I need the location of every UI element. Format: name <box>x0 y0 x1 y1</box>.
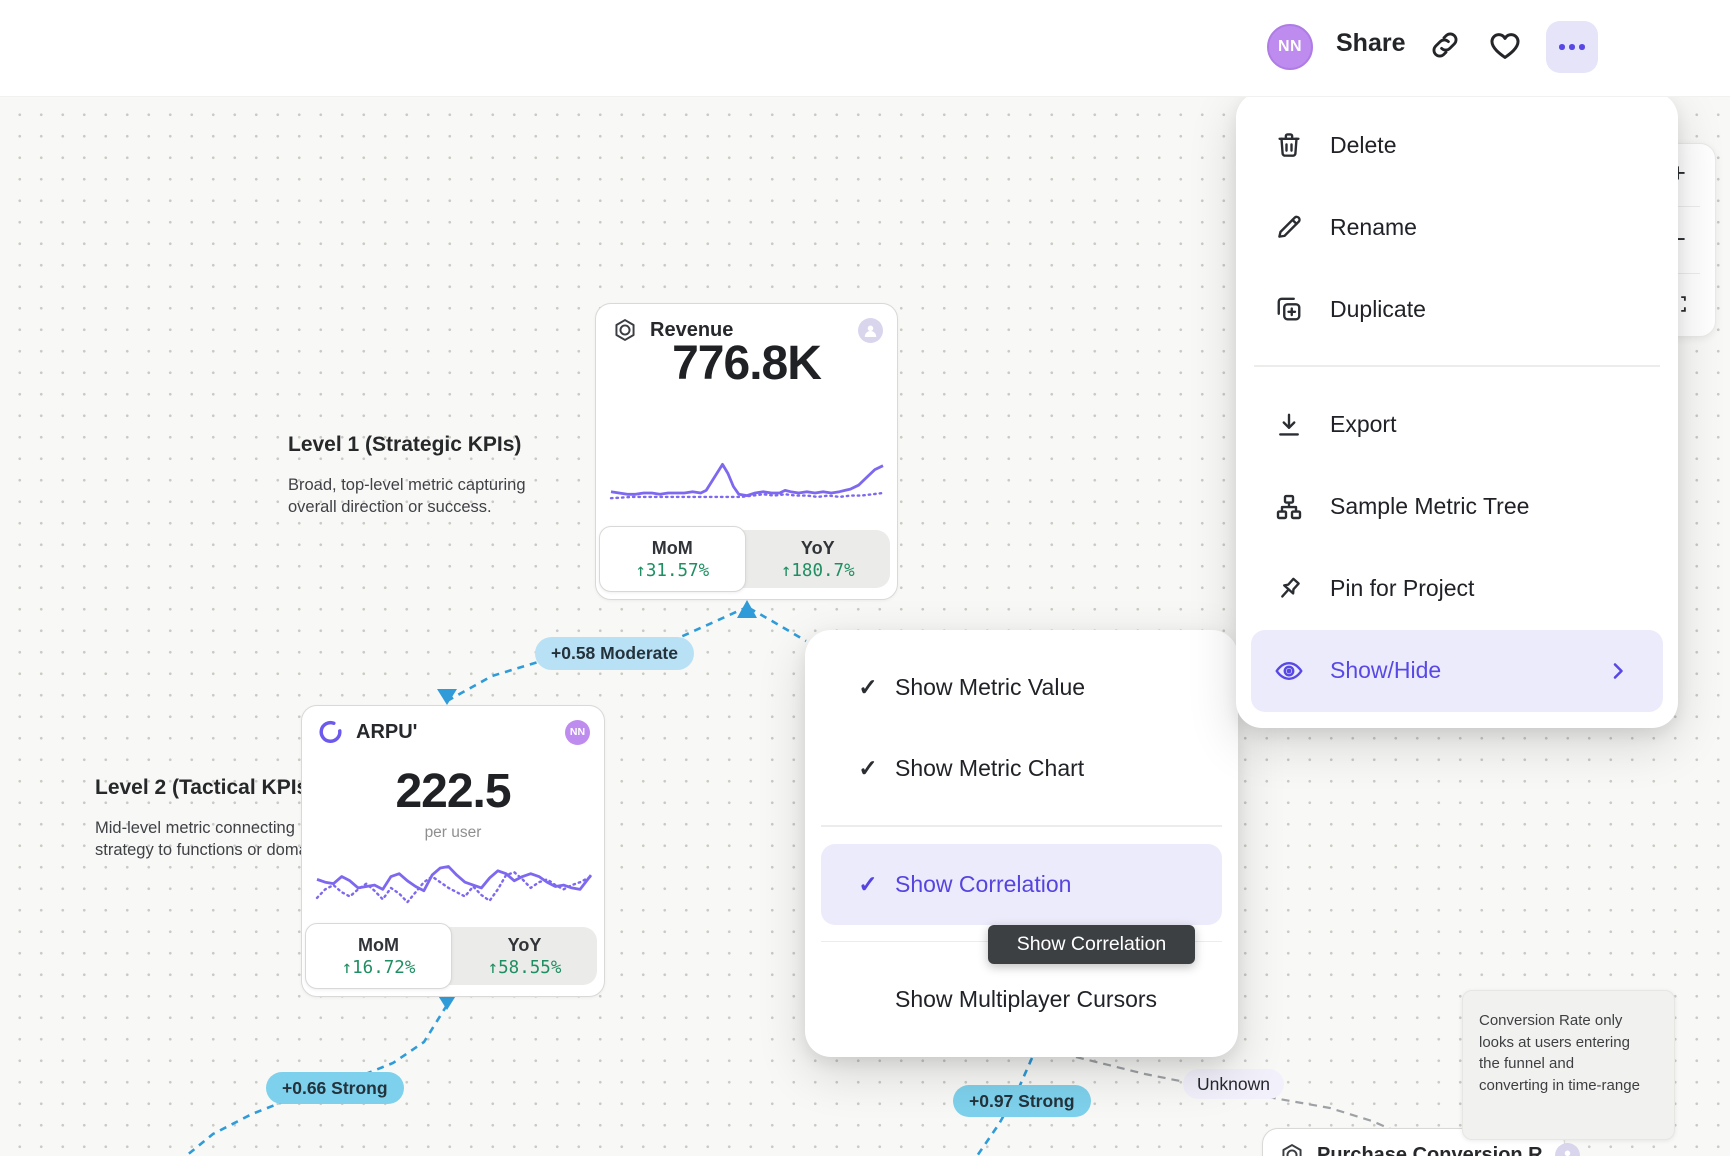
user-avatar[interactable]: NN <box>1267 24 1313 70</box>
menu-divider <box>1254 365 1660 367</box>
level2-annotation: Level 2 (Tactical KPIs Mid-level metric … <box>95 776 308 861</box>
menu-item-label: Rename <box>1330 213 1417 240</box>
menu-item-label: Sample Metric Tree <box>1330 493 1530 519</box>
menu-item-rename[interactable]: Rename <box>1236 186 1678 268</box>
tab-yoy[interactable]: YoY ↑58.55% <box>452 927 597 985</box>
pin-icon <box>1274 574 1304 604</box>
menu-item-label: Delete <box>1330 131 1397 158</box>
submenu-item-show-metric-chart[interactable]: ✓ Show Metric Chart <box>805 728 1238 809</box>
tab-yoy[interactable]: YoY ↑180.7% <box>746 530 891 588</box>
card-title: Revenue <box>650 318 734 341</box>
level1-description: Broad, top-level metric capturing overal… <box>288 476 526 516</box>
tab-label: YoY <box>507 934 542 955</box>
card-title: Purchase Conversion R <box>1317 1143 1543 1156</box>
arc-metric-icon <box>318 719 344 745</box>
check-icon: ✓ <box>858 755 878 781</box>
share-button[interactable]: Share <box>1336 29 1406 57</box>
context-menu: Delete Rename Duplicate Export Sample M <box>1236 92 1678 728</box>
heart-icon <box>1490 33 1520 59</box>
owner-avatar <box>1554 1142 1580 1156</box>
ellipsis-icon <box>1559 44 1565 50</box>
metric-badge-icon <box>612 317 638 343</box>
menu-item-label: Show/Hide <box>1330 657 1442 683</box>
chevron-right-icon <box>1606 659 1630 683</box>
sparkline-chart <box>611 454 883 506</box>
submenu-item-label: Show Metric Value <box>895 674 1086 700</box>
menu-item-export[interactable]: Export <box>1236 384 1678 466</box>
submenu-item-show-multiplayer-cursors[interactable]: Show Multiplayer Cursors <box>805 959 1238 1040</box>
submenu-item-label: Show Metric Chart <box>895 755 1085 781</box>
show-correlation-tooltip: Show Correlation <box>988 925 1195 964</box>
tab-label: MoM <box>651 537 693 558</box>
period-tabs: MoM ↑31.57% YoY ↑180.7% <box>599 526 891 592</box>
level2-description: Mid-level metric connecting strategy to … <box>95 819 308 859</box>
metric-card-revenue[interactable]: Revenue 776.8K MoM ↑31.57% YoY ↑180.7% <box>595 303 898 600</box>
tab-mom[interactable]: MoM ↑31.57% <box>599 526 746 592</box>
level1-annotation: Level 1 (Strategic KPIs) Broad, top-leve… <box>288 433 526 518</box>
tab-label: YoY <box>800 537 835 558</box>
metric-value: 222.5 <box>395 765 511 818</box>
duplicate-icon <box>1274 294 1304 324</box>
check-icon: ✓ <box>858 674 878 700</box>
more-options-button[interactable] <box>1546 21 1598 73</box>
menu-item-label: Pin for Project <box>1330 575 1475 601</box>
tab-value: ↑31.57% <box>635 560 710 581</box>
metric-card-arpu[interactable]: ARPU' NN 222.5 per user MoM ↑16.72% YoY … <box>301 705 605 997</box>
owner-avatar <box>858 317 883 343</box>
menu-divider <box>821 825 1222 827</box>
menu-item-sample-metric-tree[interactable]: Sample Metric Tree <box>1236 466 1678 548</box>
person-icon <box>1564 1150 1570 1156</box>
metric-value: 776.8K <box>672 337 822 390</box>
tab-mom[interactable]: MoM ↑16.72% <box>305 923 452 989</box>
metric-unit: per user <box>424 824 482 841</box>
person-icon <box>864 325 877 337</box>
correlation-badge-unknown: Unknown <box>1183 1069 1284 1099</box>
correlation-badge-moderate: +0.58 Moderate <box>535 637 694 670</box>
tab-value: ↑180.7% <box>780 560 855 581</box>
eye-icon <box>1274 656 1304 686</box>
menu-item-label: Export <box>1330 411 1397 437</box>
menu-item-label: Duplicate <box>1330 295 1426 322</box>
level2-title: Level 2 (Tactical KPIs <box>95 776 309 799</box>
correlation-badge-strong: +0.97 Strong <box>953 1085 1091 1117</box>
submenu-item-show-correlation[interactable]: ✓ Show Correlation <box>821 843 1222 925</box>
level1-title: Level 1 (Strategic KPIs) <box>288 433 522 456</box>
favorite-button[interactable] <box>1487 27 1523 63</box>
submenu-item-label: Show Multiplayer Cursors <box>895 986 1158 1012</box>
menu-item-show-hide[interactable]: Show/Hide <box>1251 629 1663 712</box>
tab-label: MoM <box>358 934 399 955</box>
download-icon <box>1274 410 1304 440</box>
period-tabs: MoM ↑16.72% YoY ↑58.55% <box>305 923 597 989</box>
copy-link-button[interactable] <box>1428 28 1462 62</box>
correlation-badge-strong: +0.66 Strong <box>266 1072 404 1104</box>
top-bar: NN Share <box>0 0 1730 97</box>
card-title: ARPU' <box>356 720 418 743</box>
owner-avatar: NN <box>565 719 590 745</box>
menu-item-delete[interactable]: Delete <box>1236 104 1678 186</box>
menu-item-pin-for-project[interactable]: Pin for Project <box>1236 548 1678 630</box>
tab-value: ↑16.72% <box>341 957 416 978</box>
tree-icon <box>1274 492 1304 522</box>
metric-badge-icon <box>1279 1142 1305 1156</box>
annotation-note: Conversion Rate only looks at users ente… <box>1462 990 1675 1140</box>
tab-value: ↑58.55% <box>487 957 562 978</box>
sparkline-chart <box>317 858 591 915</box>
submenu-item-show-metric-value[interactable]: ✓ Show Metric Value <box>805 647 1238 728</box>
submenu-item-label: Show Correlation <box>895 870 1072 897</box>
pencil-icon <box>1274 212 1304 242</box>
trash-icon <box>1274 130 1304 160</box>
link-icon <box>1432 32 1458 58</box>
check-icon: ✓ <box>858 870 878 897</box>
show-hide-submenu: ✓ Show Metric Value ✓ Show Metric Chart … <box>805 630 1238 1057</box>
menu-item-duplicate[interactable]: Duplicate <box>1236 268 1678 350</box>
